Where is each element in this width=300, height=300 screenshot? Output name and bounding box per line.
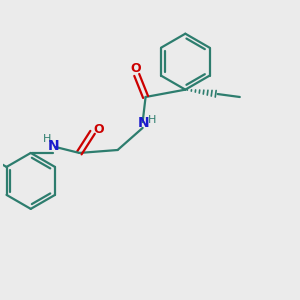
Text: O: O <box>130 62 141 75</box>
Text: N: N <box>48 139 59 153</box>
Text: O: O <box>94 123 104 136</box>
Text: H: H <box>43 134 52 144</box>
Text: H: H <box>148 115 156 125</box>
Text: N: N <box>137 116 149 130</box>
